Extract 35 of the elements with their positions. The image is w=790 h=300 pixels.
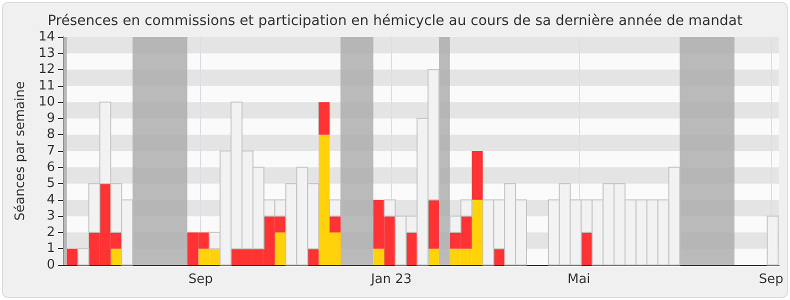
y-tick-label: 10 [38, 94, 55, 110]
bar [428, 200, 439, 249]
y-tick-label: 3 [46, 208, 55, 224]
y-tick-label: 2 [46, 224, 55, 240]
bar [373, 248, 384, 265]
y-tick-label: 0 [46, 258, 55, 272]
bar [274, 232, 286, 265]
x-tick-label: Jan 23 [370, 272, 412, 287]
bar [581, 232, 592, 265]
bar [472, 151, 483, 200]
y-tick-label: 7 [46, 144, 55, 158]
bar [110, 248, 122, 265]
bar [494, 248, 505, 265]
y-tick-label: 14 [38, 30, 55, 44]
y-tick-label: 12 [38, 62, 55, 78]
bar [406, 232, 418, 265]
y-tick-label: 9 [46, 110, 55, 126]
y-axis-title: Séances par semaine [13, 81, 28, 221]
y-tick-label: 13 [38, 46, 55, 61]
x-tick-label: Sep [188, 272, 213, 287]
x-tick-label: Mai [567, 272, 590, 287]
y-tick-label: 11 [38, 78, 55, 94]
bar [66, 248, 78, 265]
y-tick-label: 8 [46, 127, 55, 142]
y-tick-label: 6 [46, 160, 55, 175]
y-tick-label: 5 [46, 176, 55, 192]
bar [77, 248, 90, 266]
bar [308, 248, 319, 265]
y-tick-label: 4 [46, 192, 55, 208]
bar [428, 248, 439, 265]
x-tick-label: Sep [758, 272, 784, 287]
bar [330, 216, 340, 232]
bar [318, 102, 330, 135]
y-tick-label: 1 [46, 241, 55, 256]
chart-title: Présences en commissions et participation en hémicycle au cours de sa dernière année de mandat [48, 13, 743, 29]
